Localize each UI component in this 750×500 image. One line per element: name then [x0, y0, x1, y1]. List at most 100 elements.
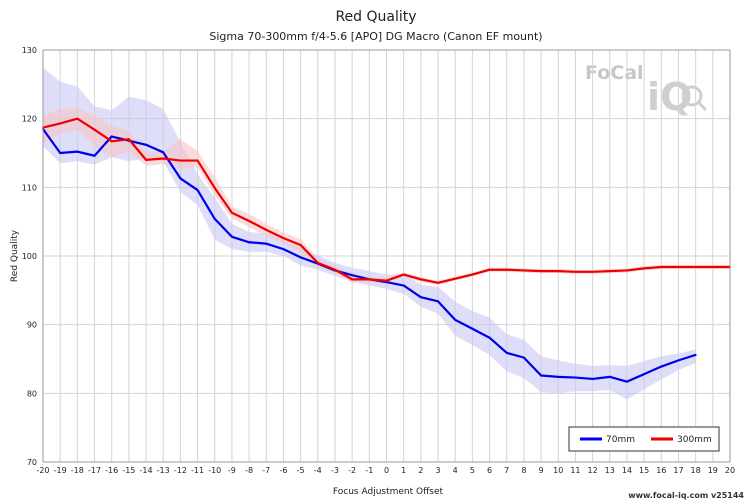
- x-axis-label: Focus Adjustment Offset: [333, 487, 444, 497]
- x-tick-label: -10: [208, 466, 221, 475]
- data-point-70mm: [248, 241, 251, 244]
- data-point-70mm: [591, 377, 594, 380]
- x-tick-label: 4: [453, 466, 458, 475]
- data-point-70mm: [145, 143, 148, 146]
- series-lines: [42, 117, 731, 383]
- footer-credit: www.focal-iq.com v25144: [628, 491, 744, 500]
- data-point-300mm: [110, 140, 113, 143]
- x-tick-label: 18: [691, 466, 701, 475]
- data-point-70mm: [110, 135, 113, 138]
- band-70mm: [43, 67, 696, 400]
- data-point-70mm: [419, 296, 422, 299]
- data-point-300mm: [471, 273, 474, 276]
- data-point-70mm: [162, 151, 165, 154]
- data-point-70mm: [437, 300, 440, 303]
- data-point-70mm: [540, 374, 543, 377]
- data-point-70mm: [574, 376, 577, 379]
- data-point-300mm: [265, 228, 268, 231]
- data-point-70mm: [93, 154, 96, 157]
- data-point-300mm: [608, 270, 611, 273]
- data-point-300mm: [591, 270, 594, 273]
- data-point-300mm: [179, 159, 182, 162]
- x-tick-label: -15: [122, 466, 135, 475]
- data-point-300mm: [625, 269, 628, 272]
- x-tick-label: 8: [521, 466, 526, 475]
- data-point-70mm: [643, 373, 646, 376]
- data-point-70mm: [76, 150, 79, 153]
- chart-title: Red Quality: [335, 9, 416, 25]
- data-point-300mm: [660, 265, 663, 268]
- data-point-300mm: [694, 265, 697, 268]
- legend: 70mm 300mm: [568, 426, 720, 452]
- legend-label-300mm: 300mm: [677, 435, 712, 445]
- data-point-300mm: [643, 267, 646, 270]
- data-point-300mm: [213, 187, 216, 190]
- data-point-300mm: [162, 157, 165, 160]
- y-tick-label: 70: [27, 458, 37, 467]
- data-point-70mm: [471, 327, 474, 330]
- x-tick-label: -16: [105, 466, 118, 475]
- x-tick-label: -5: [297, 466, 305, 475]
- x-tick-label: 12: [588, 466, 598, 475]
- data-point-70mm: [299, 256, 302, 259]
- x-tick-label: 6: [487, 466, 492, 475]
- x-tick-label: -6: [279, 466, 287, 475]
- data-point-300mm: [505, 268, 508, 271]
- data-point-300mm: [76, 117, 79, 120]
- data-point-300mm: [316, 261, 319, 264]
- x-tick-label: -13: [157, 466, 170, 475]
- data-point-300mm: [248, 219, 251, 222]
- chart-subtitle: Sigma 70-300mm f/4-5.6 [APO] DG Macro (C…: [209, 30, 542, 43]
- x-tick-label: 1: [401, 466, 406, 475]
- data-point-300mm: [230, 211, 233, 214]
- legend-label-70mm: 70mm: [606, 435, 635, 445]
- x-tick-label: -17: [88, 466, 101, 475]
- x-tick-label: 20: [725, 466, 735, 475]
- x-tick-label: -12: [174, 466, 187, 475]
- y-tick-label: 130: [22, 46, 37, 55]
- magnifier-handle: [697, 101, 708, 112]
- data-point-300mm: [368, 278, 371, 281]
- x-tick-label: 9: [539, 466, 544, 475]
- data-point-70mm: [625, 380, 628, 383]
- x-tick-label: 3: [435, 466, 440, 475]
- data-point-70mm: [213, 217, 216, 220]
- logo-text-top: FoCal: [585, 62, 644, 84]
- data-point-300mm: [677, 265, 680, 268]
- data-point-300mm: [402, 273, 405, 276]
- x-tick-label: -20: [36, 466, 49, 475]
- data-point-300mm: [333, 268, 336, 271]
- x-tick-label: -19: [54, 466, 67, 475]
- data-point-300mm: [351, 278, 354, 281]
- data-point-300mm: [557, 270, 560, 273]
- data-point-300mm: [196, 159, 199, 162]
- x-tick-label: -8: [245, 466, 253, 475]
- y-tick-label: 120: [22, 115, 37, 124]
- x-tick-label: -7: [262, 466, 270, 475]
- data-point-70mm: [196, 189, 199, 192]
- data-point-70mm: [677, 359, 680, 362]
- x-tick-label: 0: [384, 466, 389, 475]
- data-point-300mm: [127, 138, 130, 141]
- x-tick-label: -2: [348, 466, 356, 475]
- data-point-70mm: [179, 177, 182, 180]
- data-point-70mm: [265, 242, 268, 245]
- y-axis-label: Red Quality: [10, 229, 20, 282]
- data-point-70mm: [660, 365, 663, 368]
- data-point-70mm: [522, 356, 525, 359]
- y-tick-label: 90: [27, 321, 37, 330]
- x-tick-label: 15: [639, 466, 649, 475]
- data-point-300mm: [454, 277, 457, 280]
- data-point-300mm: [574, 270, 577, 273]
- data-point-300mm: [488, 268, 491, 271]
- data-point-300mm: [385, 279, 388, 282]
- data-point-70mm: [351, 274, 354, 277]
- x-tick-label: 11: [570, 466, 580, 475]
- y-tick-label: 110: [22, 183, 37, 192]
- data-point-70mm: [282, 248, 285, 251]
- x-tick-label: -1: [365, 466, 373, 475]
- x-tick-label: -11: [191, 466, 204, 475]
- data-point-300mm: [540, 270, 543, 273]
- data-point-300mm: [522, 269, 525, 272]
